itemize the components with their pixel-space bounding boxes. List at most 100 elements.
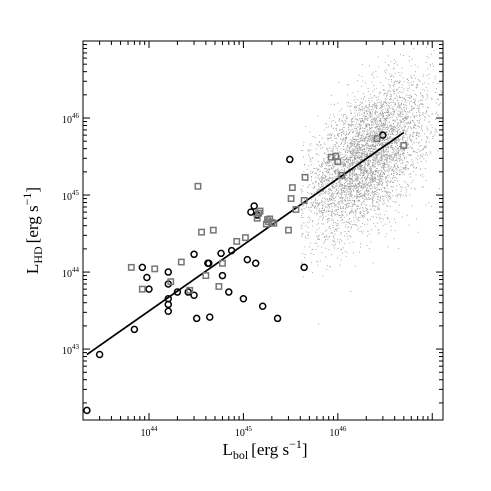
cloud-point [367,176,369,178]
cloud-point [359,107,361,109]
cloud-point [326,164,328,166]
cloud-point [434,128,436,130]
cloud-point [418,122,420,124]
cloud-point [366,189,367,191]
cloud-point [377,161,379,163]
cloud-point [367,219,369,221]
cloud-point [373,160,375,162]
cloud-point [375,133,376,135]
cloud-point [343,113,345,115]
cloud-point [391,94,392,96]
cloud-point [383,172,385,174]
cloud-point [369,145,371,147]
cloud-point [385,160,387,162]
cloud-point [378,174,380,176]
cloud-point [376,117,377,119]
cloud-point [382,179,384,181]
cloud-point [351,226,353,228]
cloud-point [354,161,356,163]
cloud-point [369,136,371,138]
cloud-point [320,145,322,147]
cloud-point [343,207,345,209]
cloud-point [375,153,377,155]
cloud-point [348,123,350,125]
cloud-point [368,164,370,166]
cloud-point [349,159,351,161]
cloud-point [303,170,305,172]
cloud-point [303,205,305,207]
cloud-point [314,206,316,208]
cloud-point [393,126,395,127]
cloud-point [388,79,390,81]
cloud-point [406,136,408,138]
cloud-point [305,254,307,255]
cloud-point [325,170,327,172]
cloud-point [370,144,372,146]
cloud-point [350,179,352,181]
cloud-point [340,184,342,186]
cloud-point [378,133,380,135]
cloud-point [301,210,303,212]
cloud-point [361,154,363,156]
cloud-point [387,200,389,202]
cloud-point [340,174,342,176]
cloud-point [349,202,351,204]
cloud-point [388,164,390,166]
cloud-point [397,104,399,106]
cloud-point [330,150,332,152]
cloud-point [347,227,349,229]
cloud-point [432,81,434,83]
cloud-point [377,154,378,156]
cloud-point [343,164,345,166]
cloud-point [366,125,368,127]
cloud-point [375,177,376,178]
cloud-point [382,168,384,170]
cloud-point [352,169,354,171]
cloud-point [415,151,417,153]
cloud-point [327,214,329,216]
cloud-point [325,234,327,236]
cloud-point [343,123,345,125]
cloud-point [354,188,356,190]
cloud-point [342,140,344,141]
cloud-point [374,95,375,97]
cloud-point [368,172,370,174]
cloud-point [338,204,340,206]
cloud-point [373,179,375,181]
cloud-point [392,119,394,121]
cloud-point [341,114,343,116]
cloud-point [346,213,348,215]
cloud-point [405,126,407,128]
cloud-point [397,88,399,90]
cloud-point [357,141,359,143]
cloud-point [343,166,345,168]
cloud-point [320,182,322,183]
cloud-point [384,202,386,204]
cloud-point [331,140,333,141]
cloud-point [358,201,360,202]
cloud-point [342,214,343,215]
cloud-point [344,170,346,172]
cloud-point [411,164,412,165]
cloud-point [370,151,372,153]
cloud-point [393,238,395,240]
cloud-point [342,187,344,189]
cloud-point [371,172,373,174]
cloud-point [353,190,355,192]
cloud-point [319,203,321,205]
cloud-point [351,105,353,107]
cloud-point [327,193,329,195]
cloud-point [407,82,409,84]
cloud-point [391,133,393,135]
cloud-point [365,104,367,106]
cloud-point [404,129,405,131]
cloud-point [403,167,405,168]
cloud-point [352,211,354,213]
cloud-point [347,177,349,179]
cloud-point [375,105,376,107]
cloud-point [368,100,370,101]
cloud-point [337,176,339,178]
cloud-point [326,236,328,238]
cloud-point [384,92,386,94]
cloud-point [387,196,389,198]
